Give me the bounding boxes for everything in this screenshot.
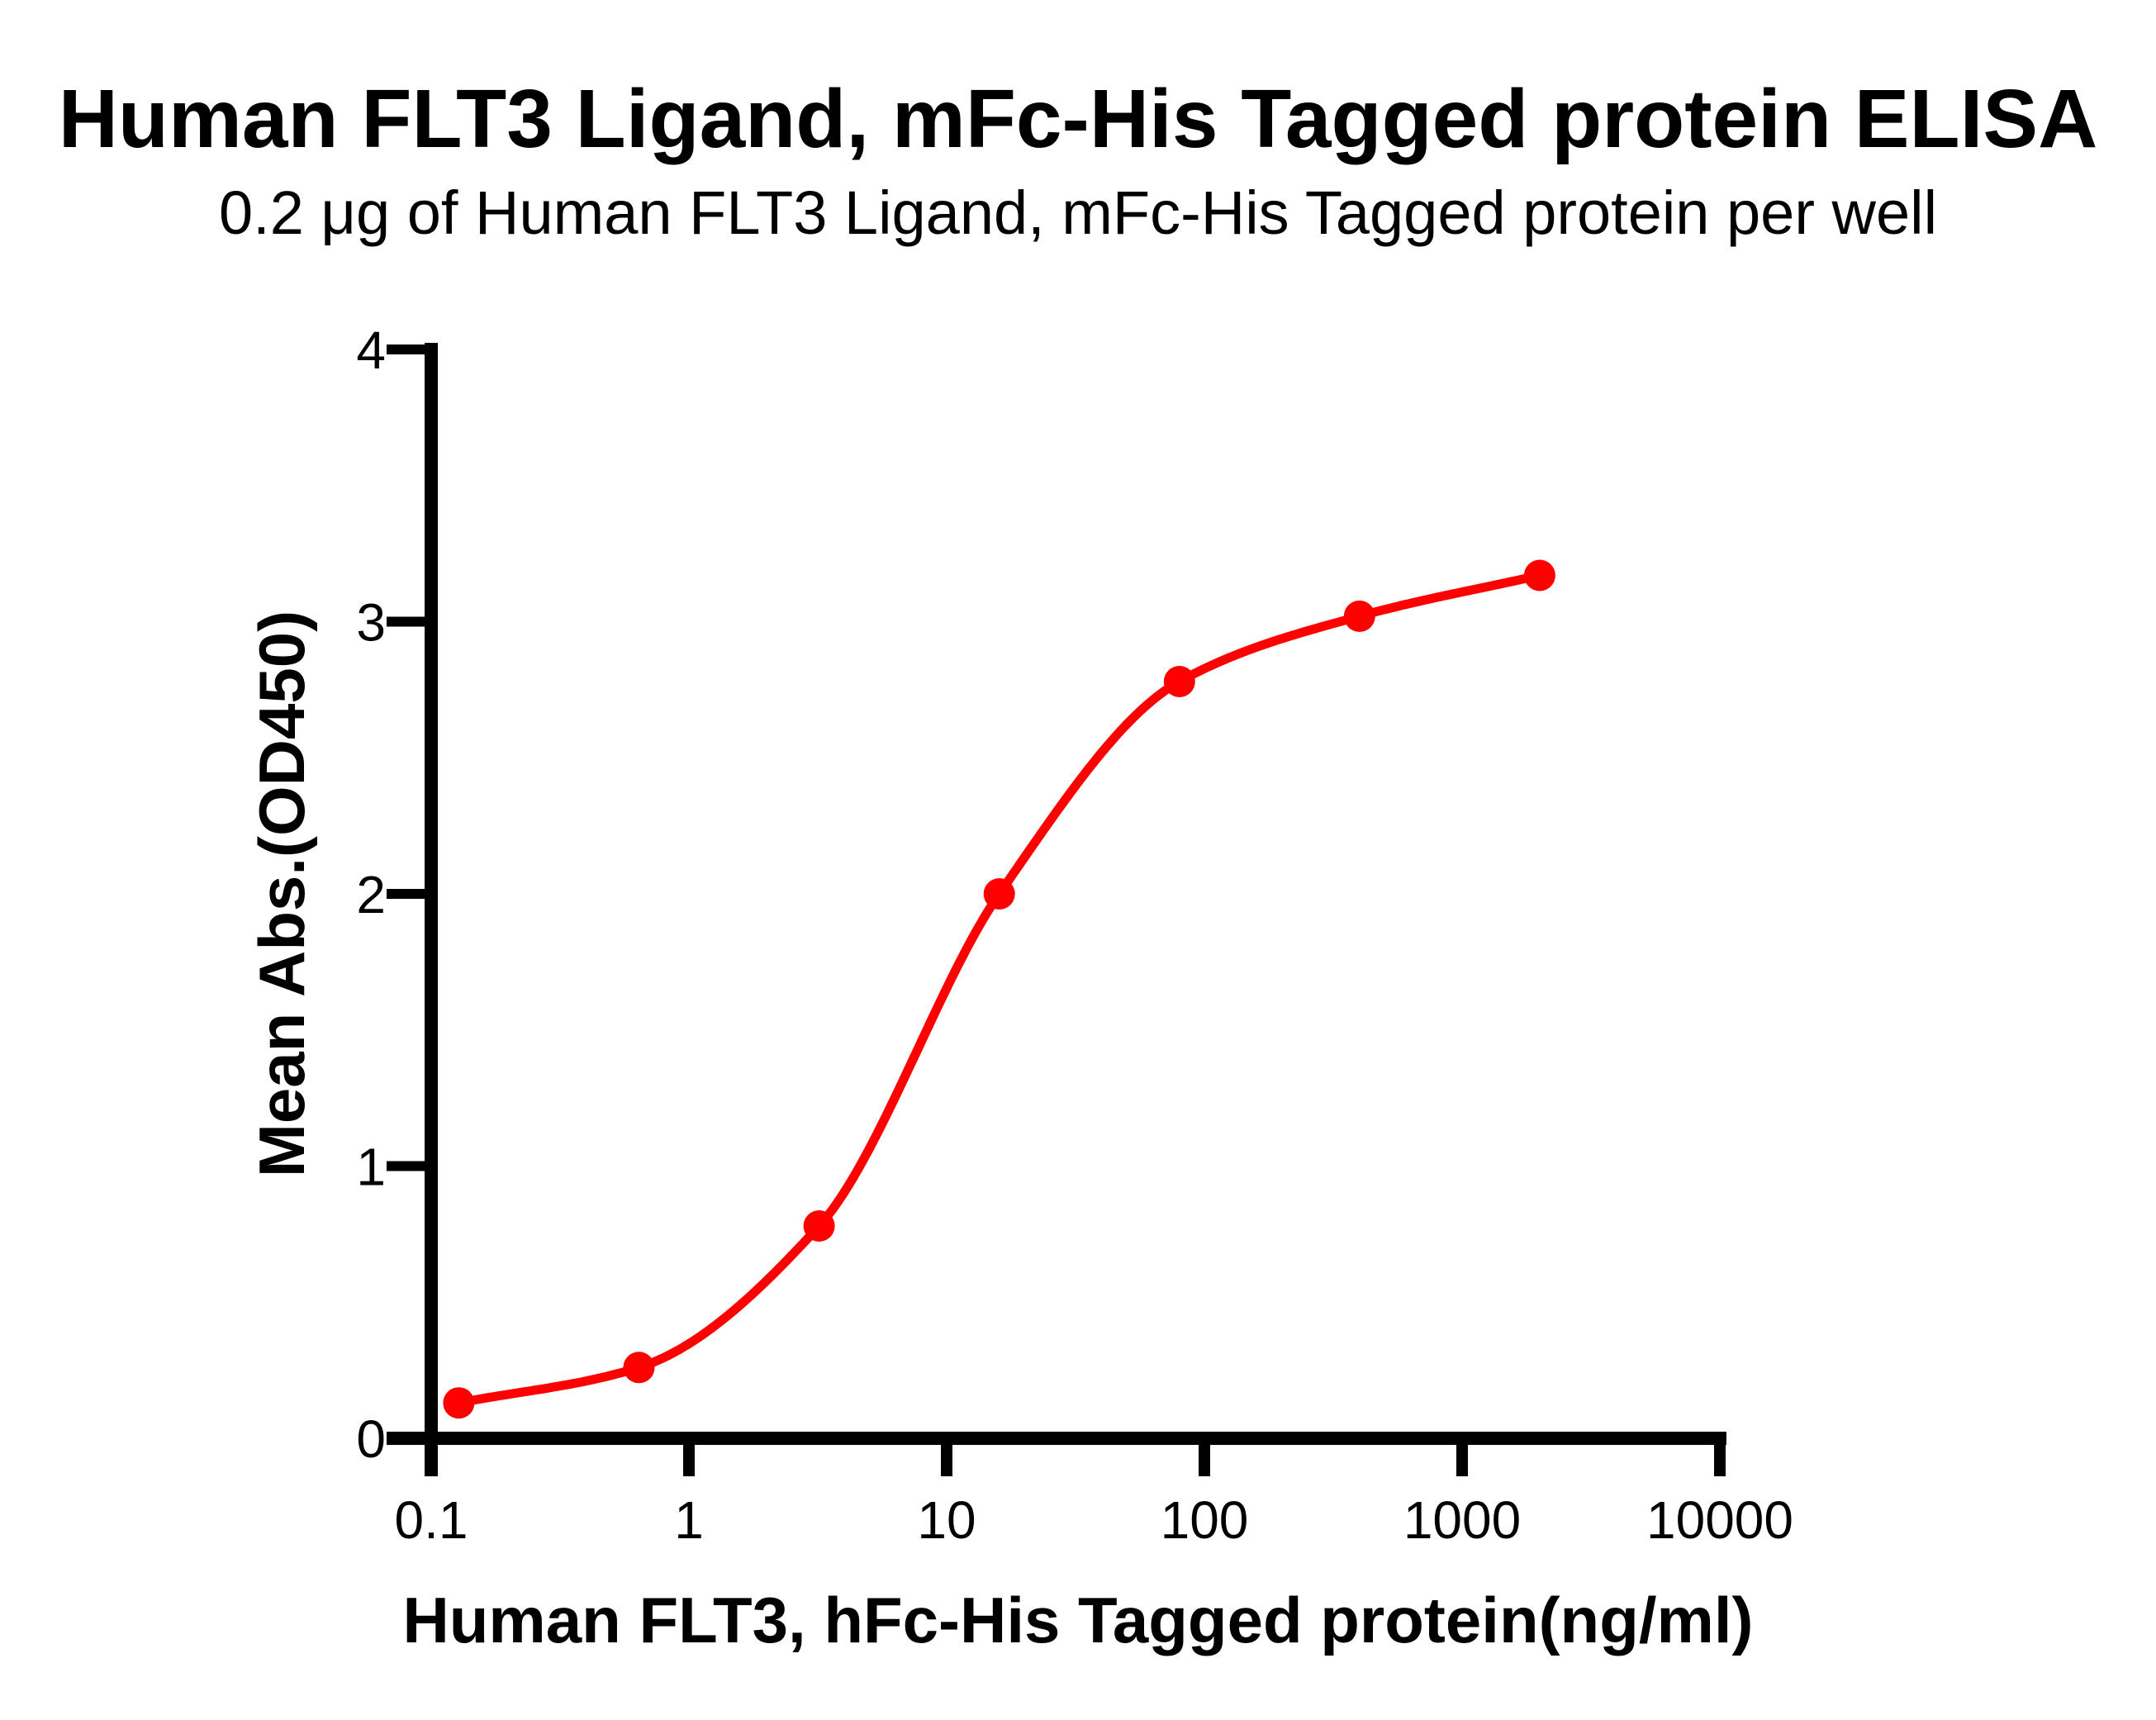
data-point <box>803 1210 835 1242</box>
chart-subtitle: 0.2 μg of Human FLT3 Ligand, mFc-His Tag… <box>219 178 1937 247</box>
x-tick <box>941 1445 952 1476</box>
chart-title: Human FLT3 Ligand, mFc-His Tagged protei… <box>59 73 2098 165</box>
data-point <box>1343 600 1375 632</box>
data-points <box>443 559 1555 1419</box>
data-point <box>1523 559 1555 592</box>
x-axis-title: Human FLT3, hFc-His Tagged protein(ng/ml… <box>402 1584 1753 1656</box>
y-axis-tick-labels: 0 1 2 3 4 <box>356 321 386 1469</box>
y-tick-label: 1 <box>356 1138 386 1197</box>
y-tick-label: 2 <box>356 865 386 924</box>
y-tick <box>387 889 425 899</box>
x-tick-label: 10000 <box>1646 1490 1793 1550</box>
x-axis-line <box>387 1432 1726 1445</box>
x-tick-label: 100 <box>1161 1490 1249 1550</box>
x-tick <box>683 1445 695 1476</box>
y-axis: 0 1 2 3 4 Mean Abs.(OD450) <box>245 321 438 1476</box>
x-tick <box>1456 1445 1468 1476</box>
fit-curve-path <box>454 571 1545 1408</box>
fit-curve <box>454 571 1545 1408</box>
y-tick <box>387 1161 425 1171</box>
y-tick <box>387 344 425 354</box>
x-axis-ticks <box>425 1445 1726 1476</box>
data-point <box>443 1387 475 1419</box>
x-tick <box>1199 1445 1210 1476</box>
x-tick-label: 1000 <box>1403 1490 1521 1550</box>
x-tick-label: 1 <box>674 1490 704 1550</box>
y-axis-ticks <box>387 344 425 1171</box>
y-tick-label: 3 <box>356 593 386 653</box>
y-axis-title: Mean Abs.(OD450) <box>245 611 318 1177</box>
x-tick-label: 0.1 <box>395 1490 468 1550</box>
y-tick <box>387 616 425 627</box>
data-point <box>1163 666 1195 697</box>
y-axis-line <box>425 343 438 1476</box>
y-tick-label: 0 <box>356 1409 386 1469</box>
x-axis: 0.1 1 10 100 1000 10000 Human FLT3, hFc-His T… <box>387 1432 1793 1656</box>
data-point <box>623 1352 655 1384</box>
x-tick <box>425 1445 437 1476</box>
x-tick <box>1714 1445 1726 1476</box>
y-tick-label: 4 <box>356 321 386 380</box>
x-tick-label: 10 <box>917 1490 976 1550</box>
x-axis-tick-labels: 0.1 1 10 100 1000 10000 <box>395 1490 1793 1550</box>
data-point <box>983 878 1015 910</box>
